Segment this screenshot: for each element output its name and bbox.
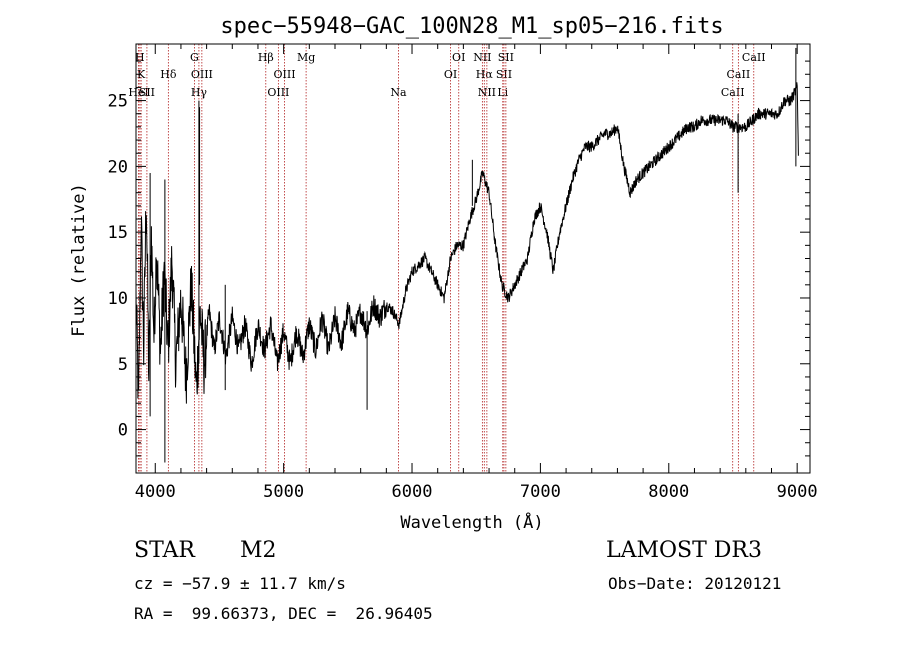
line-label-16: Hα [476, 68, 494, 81]
line-label-5: G [190, 51, 199, 64]
line-label-17: NII [478, 86, 496, 99]
line-label-21: CaII [721, 86, 745, 99]
line-label-0: H [135, 51, 145, 64]
line-label-9: OIII [267, 86, 289, 99]
line-label-18: SII [496, 68, 512, 81]
line-label-13: OI [444, 68, 457, 81]
x-tick-label-2: 6000 [392, 482, 433, 502]
x-tick-label-3: 7000 [520, 482, 561, 502]
line-label-8: Hβ [258, 51, 274, 64]
flux-trace [135, 82, 799, 404]
object-subclass: M2 [240, 538, 277, 563]
y-axis-label: Flux (relative) [69, 183, 89, 337]
x-tick-label-1: 5000 [263, 482, 304, 502]
line-label-6: Hγ [191, 86, 208, 99]
x-tick-label-0: 4000 [135, 482, 176, 502]
y-tick-label-2: 10 [108, 289, 128, 309]
coordinates-text: RA = 99.66373, DEC = 26.96405 [134, 604, 433, 623]
y-tick-label-0: 0 [118, 421, 128, 441]
obs-date-text: Obs−Date: 20120121 [608, 574, 782, 593]
y-axis: 0 5 10 15 20 25 [108, 60, 810, 457]
line-label-1: K [137, 68, 146, 81]
line-label-14: OI [452, 51, 465, 64]
y-tick-label-1: 5 [118, 355, 128, 375]
y-tick-label-5: 25 [108, 92, 128, 112]
flux-series [135, 47, 799, 463]
line-label-20: SII [498, 51, 514, 64]
line-label-3: SII [139, 86, 155, 99]
x-tick-label-4: 8000 [648, 482, 689, 502]
x-axis-label: Wavelength (Å) [400, 511, 543, 533]
object-type: STAR [134, 538, 195, 563]
x-axis: 4000 5000 6000 7000 8000 9000 [135, 44, 818, 502]
plot-frame [135, 43, 811, 474]
chart-title: spec−55948−GAC_100N28_M1_sp05−216.fits [220, 14, 723, 39]
line-label-11: Mg [297, 51, 315, 64]
y-tick-label-4: 20 [108, 157, 128, 177]
line-label-22: CaII [727, 68, 751, 81]
y-tick-label-3: 15 [108, 223, 128, 243]
line-label-2: HeI [128, 86, 148, 99]
x-tick-label-5: 9000 [777, 482, 818, 502]
line-label-7: OIII [191, 68, 213, 81]
line-label-12: Na [390, 86, 407, 99]
redshift-text: cz = −57.9 ± 11.7 km/s [134, 574, 346, 593]
line-label-19: Li [497, 86, 508, 99]
survey-name: LAMOST DR3 [606, 538, 762, 563]
line-label-10: OIII [274, 68, 296, 81]
line-label-4: Hδ [160, 68, 177, 81]
line-label-23: CaII [742, 51, 766, 64]
line-label-15: NII [473, 51, 491, 64]
